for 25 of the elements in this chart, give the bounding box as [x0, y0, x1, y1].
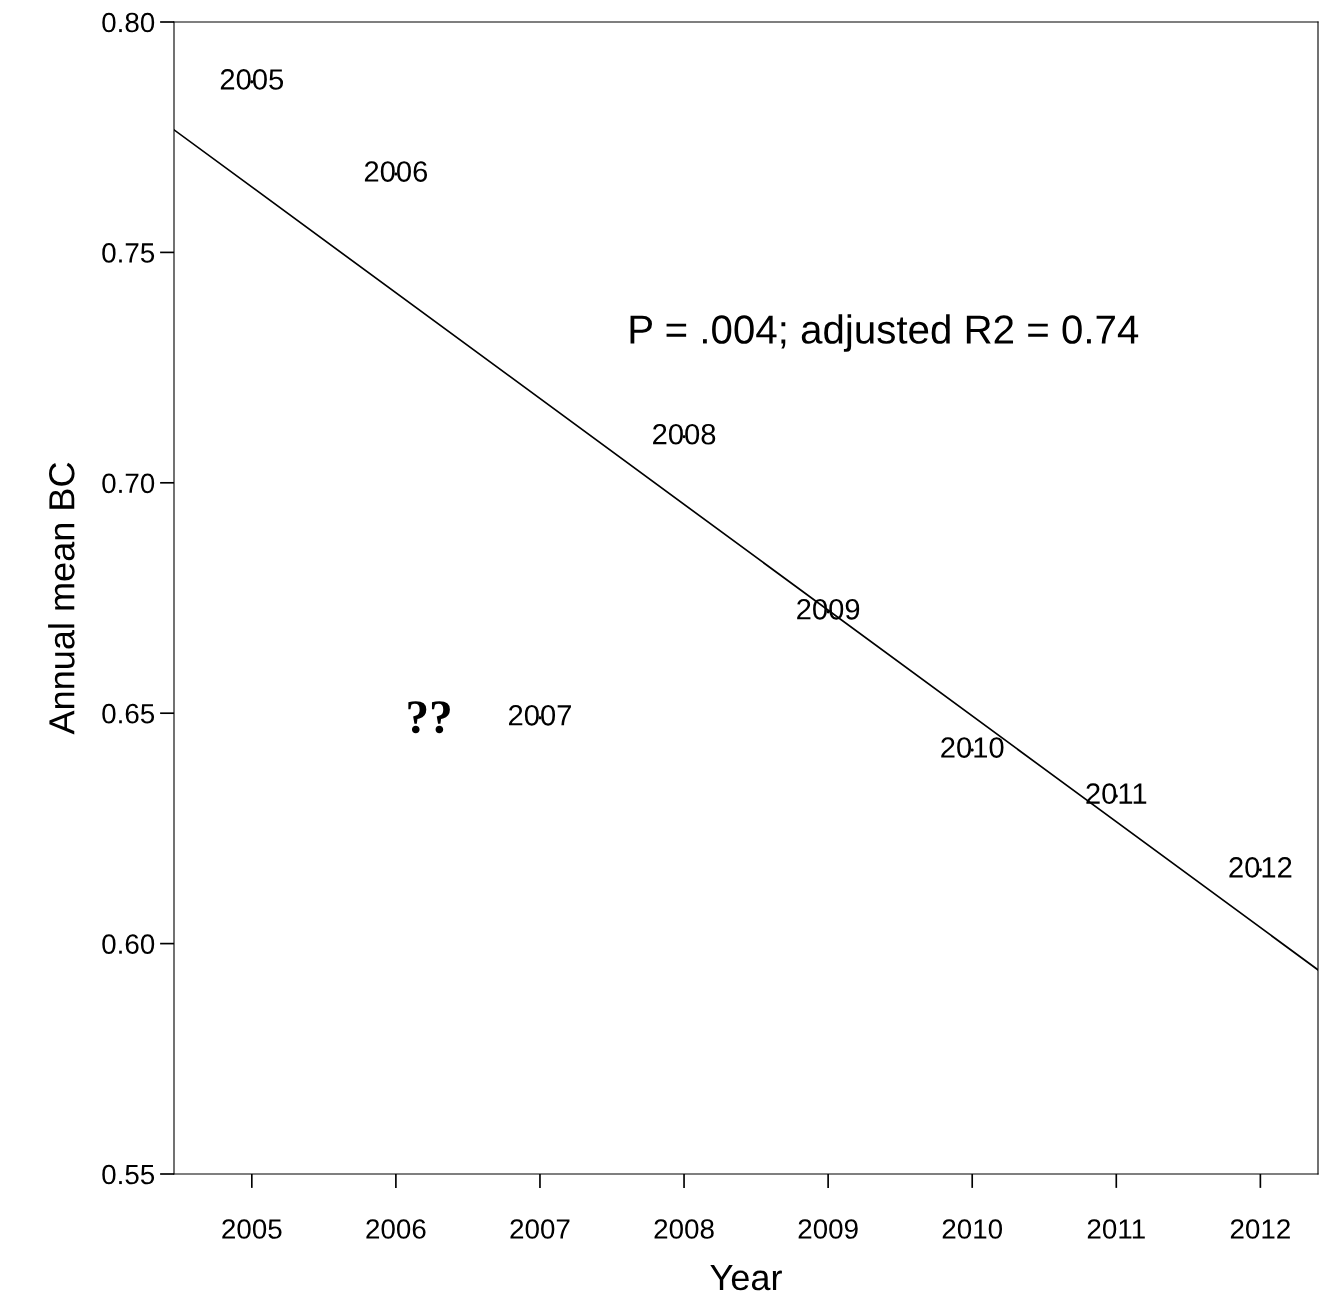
annotation: 2012	[1229, 857, 1292, 878]
annotation: 2006	[364, 161, 428, 182]
x-tick-label: 2006	[366, 1219, 426, 1239]
y-tick-label: 0.65	[102, 703, 155, 724]
y-tick-label: 0.60	[102, 934, 155, 954]
annotation: ??	[408, 701, 450, 734]
x-tick-label: 2010	[942, 1219, 1003, 1239]
y-tick-label: 0.80	[102, 12, 155, 33]
annotation: P = .004; adjusted R2 = 0.74	[630, 314, 1139, 352]
y-tick-label: 0.70	[102, 473, 155, 494]
annotation: 2008	[653, 423, 716, 445]
x-tick-label: 2008	[654, 1219, 714, 1239]
y-tick-label: 0.55	[102, 1164, 155, 1185]
annotation: 2010	[941, 737, 1004, 758]
annotation: 2005	[220, 69, 284, 90]
x-tick-label: 2011	[1087, 1219, 1145, 1239]
x-axis-title: Year	[710, 1265, 782, 1291]
x-tick-label: 2009	[798, 1219, 858, 1239]
x-tick-label: 2007	[510, 1219, 570, 1239]
x-tick-label: 2005	[222, 1219, 282, 1239]
annotation: 2011	[1086, 783, 1147, 804]
y-axis-title: Annual mean BC	[48, 462, 75, 735]
x-tick-label: 2012	[1230, 1219, 1290, 1239]
y-tick-label: 0.75	[102, 243, 155, 263]
annotation: 2007	[508, 704, 571, 726]
